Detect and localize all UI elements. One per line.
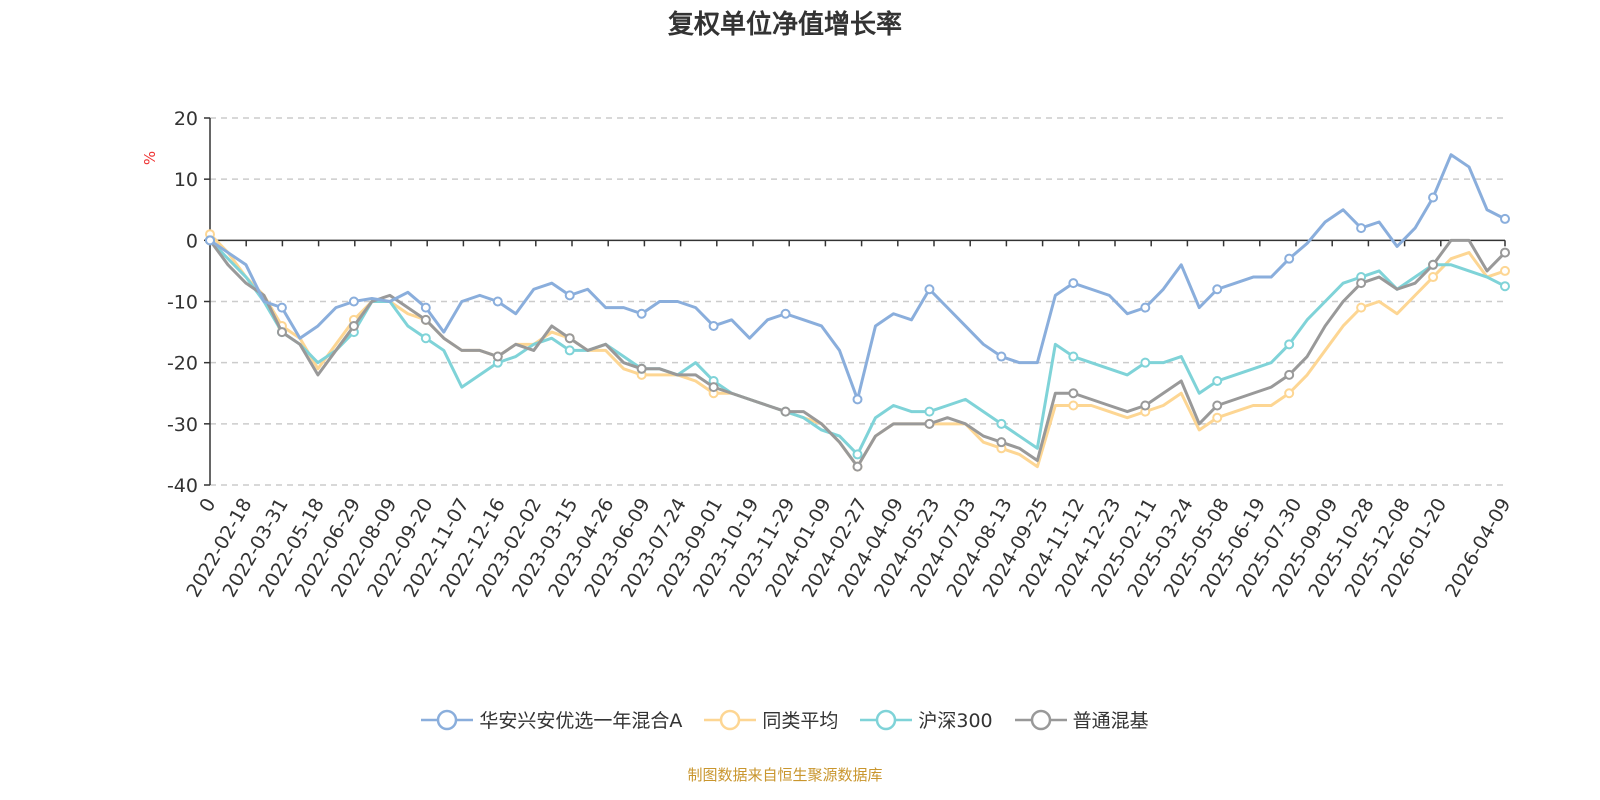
data-point-marker: [1140, 357, 1151, 368]
legend-label: 同类平均: [762, 710, 839, 732]
data-point-marker: [1212, 400, 1223, 411]
legend-item[interactable]: 同类平均: [704, 706, 838, 733]
legend-item[interactable]: 华安兴安优选一年混合A: [421, 706, 682, 733]
data-point-marker: [1140, 302, 1151, 313]
y-axis-label: %: [141, 151, 159, 165]
data-point-marker: [1284, 253, 1295, 264]
data-point-marker: [780, 308, 791, 319]
y-tick-label: -40: [167, 475, 198, 497]
data-point-marker: [276, 302, 287, 313]
legend-item[interactable]: 沪深300: [860, 706, 993, 733]
data-point-marker: [1068, 351, 1079, 362]
legend-circle-icon: [1014, 709, 1067, 730]
data-point-marker: [1068, 400, 1079, 411]
data-point-marker: [276, 327, 287, 338]
data-point-marker: [1356, 302, 1367, 313]
data-point-marker: [564, 290, 575, 301]
data-point-marker: [996, 437, 1007, 448]
data-point-marker: [420, 314, 431, 325]
legend-label: 普通混基: [1072, 710, 1149, 732]
y-tick-label: -20: [167, 353, 198, 375]
data-point-marker: [1500, 265, 1510, 276]
legend-circle-icon: [421, 709, 474, 730]
data-point-marker: [492, 351, 503, 362]
y-tick-label: 0: [186, 230, 198, 252]
data-point-marker: [420, 302, 431, 313]
data-point-marker: [1428, 192, 1439, 203]
data-point-marker: [1212, 376, 1223, 387]
data-point-marker: [1284, 388, 1295, 399]
legend-item[interactable]: 普通混基: [1014, 706, 1149, 733]
data-point-marker: [636, 363, 647, 374]
data-point-marker: [852, 394, 863, 405]
data-point-marker: [852, 449, 863, 460]
x-tick-label: 0: [195, 495, 220, 516]
data-point-marker: [348, 320, 359, 331]
data-point-marker: [636, 308, 647, 319]
y-tick-label: -10: [167, 292, 198, 314]
y-tick-label: 20: [174, 108, 198, 130]
data-point-marker: [1212, 412, 1223, 423]
data-point-marker: [420, 333, 431, 344]
data-point-marker: [1284, 339, 1295, 350]
data-point-marker: [1428, 272, 1439, 283]
legend-label: 沪深300: [918, 710, 993, 732]
x-tick-label: 2026-04-09: [1441, 495, 1515, 602]
data-point-marker: [1500, 281, 1510, 292]
data-point-marker: [1068, 388, 1079, 399]
legend-label: 华安兴安优选一年混合A: [479, 710, 683, 732]
data-point-marker: [1356, 278, 1367, 289]
data-point-marker: [996, 351, 1007, 362]
line-chart: 20100-10-20-30-40%02022-02-182022-03-312…: [141, 108, 1515, 602]
data-point-marker: [1140, 400, 1151, 411]
data-point-marker: [852, 461, 863, 472]
series-line-2: [208, 239, 1506, 456]
y-tick-label: 10: [174, 169, 198, 191]
data-point-marker: [924, 418, 935, 429]
data-point-marker: [924, 406, 935, 417]
data-point-marker: [708, 320, 719, 331]
data-point-marker: [205, 235, 215, 246]
legend-circle-icon: [704, 709, 757, 730]
legend-circle-icon: [860, 709, 913, 730]
data-point-marker: [780, 406, 791, 417]
data-source-note: 制图数据来自恒生聚源数据库: [687, 766, 883, 784]
legend: 华安兴安优选一年混合A 同类平均 沪深300 普通混基: [0, 706, 1570, 733]
data-point-marker: [564, 333, 575, 344]
y-tick-label: -30: [167, 414, 198, 436]
data-point-marker: [1068, 278, 1079, 289]
data-point-marker: [996, 418, 1007, 429]
data-point-marker: [492, 296, 503, 307]
data-point-marker: [924, 284, 935, 295]
data-point-marker: [1500, 247, 1510, 258]
data-point-marker: [708, 382, 719, 393]
data-point-marker: [348, 296, 359, 307]
chart-title: 复权单位净值增长率: [667, 10, 902, 40]
data-point-marker: [564, 345, 575, 356]
data-point-marker: [1212, 284, 1223, 295]
series-line-3: [208, 238, 1507, 469]
data-point-marker: [1356, 223, 1367, 234]
data-point-marker: [1428, 259, 1439, 270]
data-point-marker: [1500, 213, 1510, 224]
data-point-marker: [1284, 369, 1295, 380]
